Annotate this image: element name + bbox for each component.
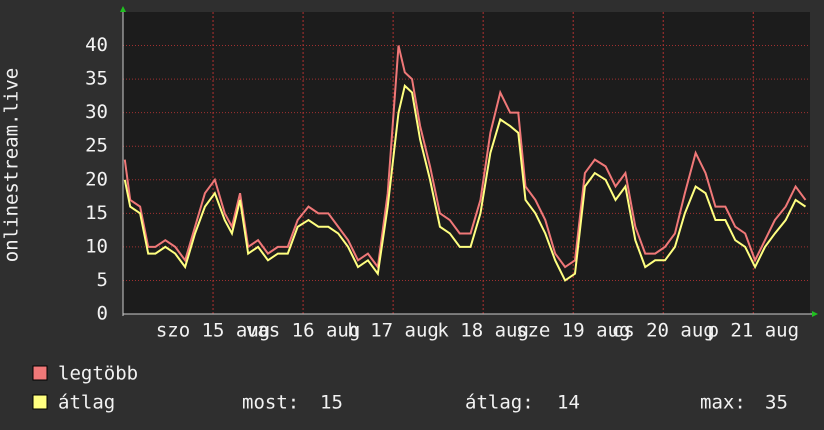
x-tick-label: p 21 aug (708, 320, 800, 342)
y-tick-label: 40 (85, 34, 108, 56)
stat-label: most: (242, 392, 299, 414)
legend-label: átlag (58, 392, 115, 414)
x-tick-label: k 18 aug (437, 320, 529, 342)
x-tick-label: szo 15 aug (156, 320, 270, 342)
plot-area (123, 12, 810, 314)
legend-swatch (32, 365, 48, 381)
x-tick-label: sze 19 aug (516, 320, 630, 342)
y-axis-label: onlinestream.live (1, 68, 23, 262)
x-arrow (812, 311, 818, 317)
stat-value: 15 (320, 392, 343, 414)
series-line (123, 83, 807, 282)
stat-value: 35 (765, 392, 788, 414)
lines (123, 45, 807, 282)
y-tick-label: 5 (97, 269, 108, 291)
y-arrow (120, 6, 126, 12)
y-tick-label: 35 (85, 68, 108, 90)
stat-value: 14 (557, 392, 580, 414)
stat-label: max: (700, 392, 746, 414)
x-tick-label: vas 16 aug (246, 320, 360, 342)
series-line (123, 45, 807, 270)
y-tick-label: 15 (85, 202, 108, 224)
y-tick-label: 30 (85, 101, 108, 123)
legend-swatch (32, 394, 48, 410)
y-tick-label: 25 (85, 135, 108, 157)
stat-label: átlag: (465, 392, 534, 414)
y-tick-label: 10 (85, 235, 108, 257)
x-tick-label: h 17 aug (347, 320, 439, 342)
legend-label: legtöbb (58, 363, 138, 385)
x-tick-label: cs 20 aug (612, 320, 715, 342)
y-tick-label: 0 (97, 303, 108, 325)
y-tick-label: 20 (85, 168, 108, 190)
